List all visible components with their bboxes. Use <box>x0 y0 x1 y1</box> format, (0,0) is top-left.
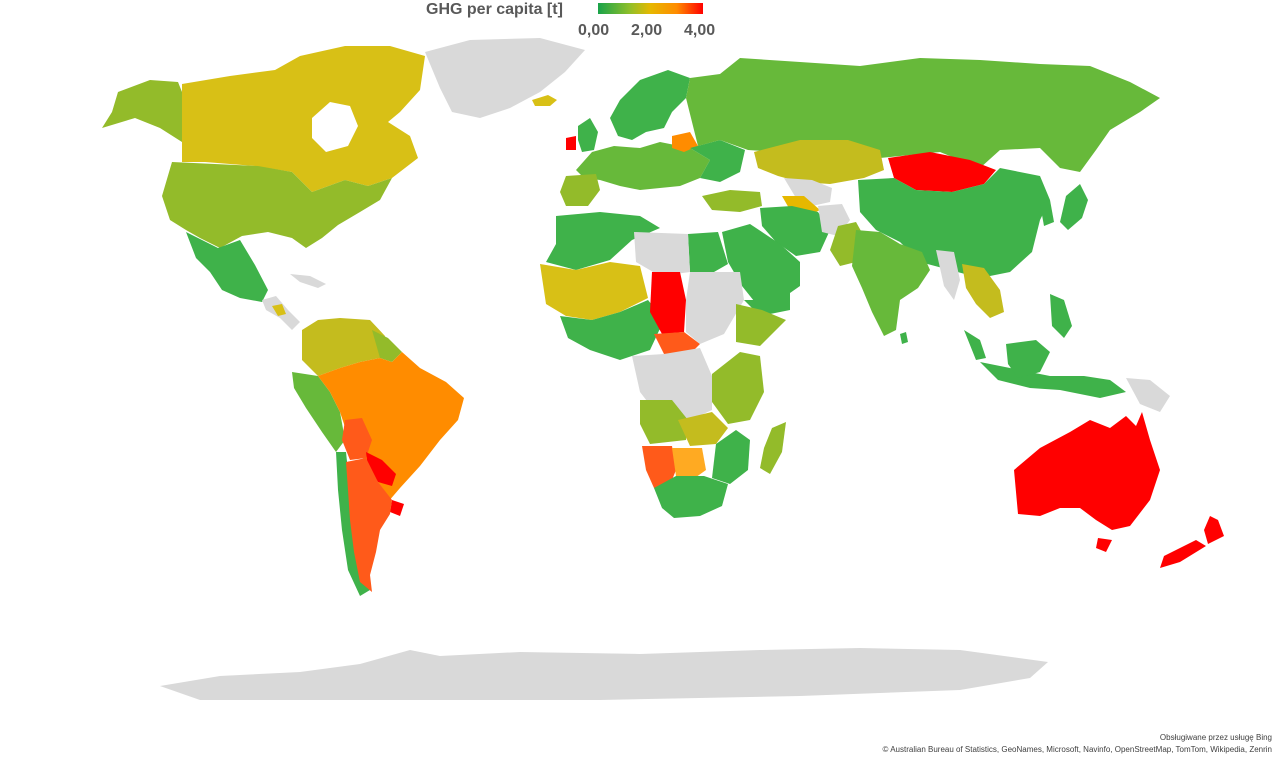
region-honduras[interactable] <box>272 304 286 316</box>
region-chad[interactable] <box>650 272 686 334</box>
region-uk[interactable] <box>578 118 598 152</box>
region-argentina[interactable] <box>346 458 392 592</box>
region-south-africa[interactable] <box>654 476 728 518</box>
region-eastern-europe[interactable] <box>690 140 745 182</box>
region-west-africa[interactable] <box>560 300 664 360</box>
region-ethiopia[interactable] <box>736 304 786 346</box>
region-egypt[interactable] <box>688 232 728 272</box>
region-iceland[interactable] <box>532 95 557 106</box>
region-cuba[interactable] <box>290 274 326 288</box>
region-korea[interactable] <box>1040 200 1054 226</box>
region-australia[interactable] <box>1014 412 1160 530</box>
region-alaska[interactable] <box>102 80 182 142</box>
region-bolivia[interactable] <box>342 418 372 460</box>
legend-tick-min: 0,00 <box>578 22 610 39</box>
region-colombia-venezuela[interactable] <box>302 318 385 376</box>
region-guianas[interactable] <box>372 330 402 362</box>
region-indochina[interactable] <box>962 264 1004 318</box>
region-new-guinea[interactable] <box>1126 378 1170 412</box>
region-paraguay[interactable] <box>366 452 396 486</box>
region-usa[interactable] <box>162 162 392 248</box>
region-tasmania[interactable] <box>1096 538 1112 552</box>
region-kazakhstan[interactable] <box>754 140 884 184</box>
region-malaysia[interactable] <box>964 330 986 360</box>
legend-tick-max: 4,00 <box>684 22 716 39</box>
legend-title: GHG per capita [t] <box>426 1 563 18</box>
legend-tick-mid: 2,00 <box>631 22 663 39</box>
region-botswana[interactable] <box>672 448 706 480</box>
region-sudan[interactable] <box>686 272 744 344</box>
region-japan[interactable] <box>1060 184 1088 230</box>
region-central-asia[interactable] <box>784 178 832 206</box>
region-new-zealand-north[interactable] <box>1204 516 1224 544</box>
region-brazil[interactable] <box>318 352 464 502</box>
region-greenland[interactable] <box>425 38 585 118</box>
region-sri-lanka[interactable] <box>900 332 908 344</box>
region-sahel-west[interactable] <box>540 262 648 320</box>
region-mozambique[interactable] <box>712 430 750 484</box>
data-sources-credit: © Australian Bureau of Statistics, GeoNa… <box>882 745 1272 754</box>
region-borneo[interactable] <box>1006 340 1050 378</box>
region-canada[interactable] <box>182 46 425 192</box>
region-india[interactable] <box>852 230 930 336</box>
region-zambia[interactable] <box>678 412 728 446</box>
region-hudson-bay <box>312 102 358 152</box>
region-saudi-arabia[interactable] <box>722 224 800 306</box>
region-iran[interactable] <box>760 206 830 256</box>
region-peru[interactable] <box>292 372 345 452</box>
region-turkey[interactable] <box>702 190 762 212</box>
region-mexico[interactable] <box>186 232 268 302</box>
region-china[interactable] <box>858 168 1050 278</box>
region-libya[interactable] <box>634 232 690 276</box>
region-angola[interactable] <box>640 400 688 444</box>
region-philippines[interactable] <box>1050 294 1072 338</box>
region-north-africa[interactable] <box>546 212 660 270</box>
region-madagascar[interactable] <box>760 422 786 474</box>
region-scandinavia[interactable] <box>610 70 690 140</box>
region-antarctica[interactable] <box>160 648 1048 700</box>
region-east-africa[interactable] <box>712 352 764 424</box>
bing-provider-credit: Obsługiwane przez usługę Bing <box>1159 733 1272 742</box>
legend-gradient-bar <box>598 3 703 14</box>
region-new-zealand-south[interactable] <box>1160 540 1206 568</box>
region-namibia[interactable] <box>642 446 676 490</box>
region-indonesia[interactable] <box>980 362 1126 398</box>
region-mongolia[interactable] <box>888 152 996 192</box>
region-western-europe[interactable] <box>576 142 710 190</box>
region-myanmar[interactable] <box>936 250 960 300</box>
region-baltic[interactable] <box>672 132 698 152</box>
region-uruguay[interactable] <box>390 500 404 516</box>
region-ireland[interactable] <box>566 136 576 150</box>
region-iberia[interactable] <box>560 174 600 206</box>
